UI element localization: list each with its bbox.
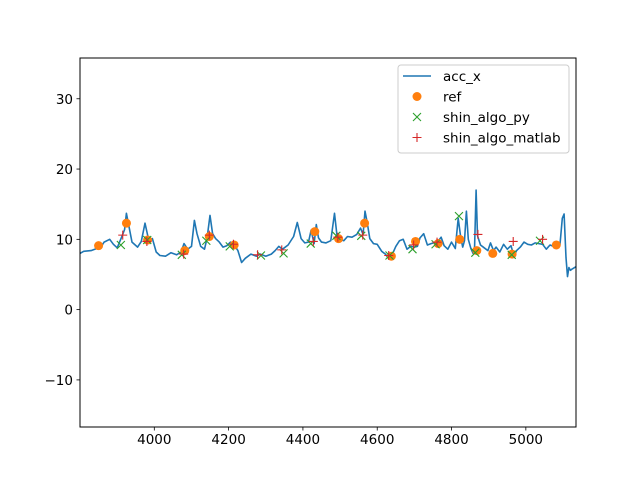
data-point bbox=[277, 245, 287, 255]
data-point bbox=[225, 241, 235, 251]
data-point bbox=[308, 236, 318, 246]
legend-item: shin_algo_matlab bbox=[412, 131, 561, 147]
data-point bbox=[551, 240, 561, 250]
data-point bbox=[538, 234, 548, 244]
series-layer bbox=[80, 189, 576, 278]
data-point bbox=[454, 211, 464, 221]
data-point bbox=[384, 251, 394, 261]
legend-swatch bbox=[412, 92, 422, 101]
data-point bbox=[488, 248, 498, 258]
legend-swatch bbox=[412, 112, 422, 122]
y-tick-label: 10 bbox=[56, 232, 73, 248]
data-point bbox=[356, 231, 366, 241]
y-tick-label: 0 bbox=[64, 303, 73, 319]
data-point bbox=[253, 250, 263, 260]
x-tick-label: 4000 bbox=[137, 432, 171, 448]
legend-label: ref bbox=[443, 90, 463, 106]
data-point bbox=[94, 241, 104, 251]
data-point bbox=[142, 236, 152, 246]
data-point bbox=[409, 240, 419, 250]
data-point bbox=[432, 237, 442, 247]
series-shin-algo-matlab bbox=[118, 229, 548, 261]
data-point bbox=[279, 249, 288, 258]
legend-label: acc_x bbox=[443, 69, 481, 85]
data-point bbox=[228, 239, 238, 249]
data-point bbox=[177, 250, 187, 260]
data-point bbox=[121, 218, 131, 228]
data-point bbox=[507, 250, 517, 260]
data-point bbox=[204, 230, 214, 240]
plot-frame bbox=[79, 57, 577, 428]
data-point bbox=[310, 227, 320, 237]
legend-item: ref bbox=[412, 90, 463, 106]
data-point bbox=[508, 236, 518, 246]
data-point bbox=[256, 251, 266, 260]
x-tick-label: 4600 bbox=[360, 432, 394, 448]
data-point bbox=[333, 232, 343, 242]
legend-label: shin_algo_py bbox=[443, 110, 530, 126]
x-tick-label: 4800 bbox=[434, 432, 468, 448]
y-axis: −10 0 10 20 30 bbox=[45, 92, 80, 389]
y-tick-label: −10 bbox=[45, 373, 74, 389]
legend-label: shin_algo_matlab bbox=[443, 131, 561, 147]
data-point bbox=[331, 231, 341, 241]
data-point bbox=[360, 218, 370, 228]
y-tick-label: 30 bbox=[56, 92, 73, 108]
x-tick-label: 5000 bbox=[509, 432, 543, 448]
data-point bbox=[408, 244, 417, 254]
data-point bbox=[116, 240, 126, 250]
x-tick-label: 4400 bbox=[286, 432, 320, 448]
data-point bbox=[179, 249, 189, 259]
y-tick-label: 20 bbox=[56, 162, 73, 178]
legend-item: acc_x bbox=[403, 69, 481, 85]
x-axis: 4000 4200 4400 4600 4800 5000 bbox=[137, 427, 543, 448]
data-point bbox=[455, 234, 465, 244]
data-point bbox=[433, 239, 443, 249]
data-point bbox=[473, 229, 483, 239]
data-point bbox=[431, 239, 440, 249]
data-point bbox=[470, 248, 480, 258]
x-tick-label: 4200 bbox=[211, 432, 245, 448]
legend-frame bbox=[397, 64, 570, 154]
data-point bbox=[358, 230, 368, 240]
legend-item: shin_algo_py bbox=[412, 110, 530, 126]
data-point bbox=[180, 246, 190, 256]
data-point bbox=[118, 230, 128, 240]
data-point bbox=[229, 240, 239, 250]
legend-swatch bbox=[412, 133, 422, 142]
